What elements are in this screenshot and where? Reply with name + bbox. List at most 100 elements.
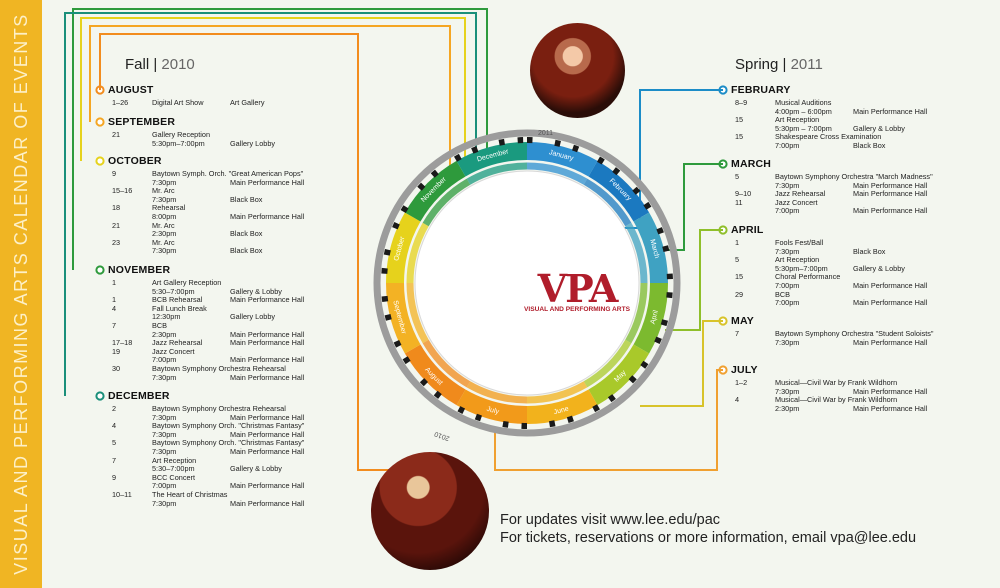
- event-title: 7:30pm: [152, 447, 177, 456]
- wheel-month-inner: [466, 381, 528, 404]
- event-title: Baytown Symphony Orchestra Rehearsal: [152, 404, 286, 413]
- wheel-month-inner: [583, 178, 632, 227]
- wheel-month-inner: [422, 178, 471, 227]
- event-date: 18: [112, 203, 121, 213]
- event-venue: Main Performance Hall: [230, 429, 305, 439]
- wheel-month-inner: [583, 339, 632, 388]
- event-venue: Main Performance Hall: [853, 281, 928, 290]
- month-heading-april: APRIL: [731, 224, 764, 236]
- fall-label: Fall: [125, 56, 150, 73]
- sidebar-banner: VISUAL AND PERFORMING ARTS CALENDAR OF E…: [0, 0, 42, 588]
- event-title: 7:30pm: [152, 429, 177, 439]
- event-title: 7:00pm: [775, 281, 800, 290]
- wheel-event-tick: [383, 249, 391, 256]
- month-heading-august: AUGUST: [108, 84, 154, 96]
- fall-year: 2010: [161, 56, 195, 73]
- event-venue: Main Performance Hall: [853, 180, 928, 190]
- event-date: 21: [112, 220, 121, 230]
- vpa-logo: VPA VISUAL AND PERFORMING ARTS: [518, 270, 636, 314]
- event-title: Art Reception: [775, 115, 820, 125]
- event-title: 7:30pm: [775, 337, 800, 347]
- event-title: Fall Lunch Break: [152, 303, 207, 313]
- event-title: Baytown Symphony Orchestra "Student Solo…: [775, 329, 934, 338]
- spring-label: Spring: [735, 56, 779, 73]
- event-title: 2:30pm: [152, 229, 177, 239]
- month-marker: [95, 265, 105, 275]
- month-heading-march: MARCH: [731, 158, 772, 170]
- event-title: BCB: [775, 289, 791, 299]
- event-date: 21: [112, 130, 121, 139]
- event-date: 30: [112, 364, 121, 373]
- wheel-month-segment: [404, 344, 466, 406]
- wheel-event-tick: [632, 186, 641, 195]
- event-title: Jazz Rehearsal: [775, 189, 826, 199]
- connector-line: [650, 163, 723, 251]
- conductor-photo: [530, 23, 625, 118]
- event-venue: Main Performance Hall: [230, 498, 305, 508]
- calendar-wheel: JanuaryFebruaryMarchAprilMayJuneJulyAugu…: [373, 129, 681, 442]
- wheel-month-segment: [456, 142, 528, 177]
- spring-season-heading: Spring | 2011: [735, 56, 823, 73]
- wheel-month-label: April: [650, 309, 661, 325]
- wheel-event-tick: [453, 153, 462, 162]
- fall-season-heading: Fall | 2010: [125, 56, 195, 73]
- event-venue: Main Performance Hall: [230, 372, 305, 382]
- event-venue: Main Performance Hall: [230, 177, 305, 187]
- tickets-info: For tickets, reservations or more inform…: [500, 530, 917, 546]
- event-title: 5:30pm – 7:00pm: [775, 123, 832, 133]
- wheel-month-inner: [526, 381, 588, 404]
- wheel-month-segment: [386, 212, 421, 284]
- wheel-month-inner: [526, 162, 588, 185]
- spring-year: 2011: [790, 56, 823, 73]
- event-title: Digital Art Show: [152, 98, 204, 107]
- event-title: 12:30pm: [152, 312, 181, 322]
- month-heading-september: SEPTEMBER: [108, 116, 176, 128]
- wheel-month-segment: [456, 389, 528, 424]
- wheel-event-tick: [607, 394, 616, 403]
- event-date: 1–26: [112, 98, 129, 107]
- event-title: 7:00pm: [775, 206, 800, 216]
- month-heading-july: JULY: [731, 364, 758, 376]
- wheel-event-tick: [549, 420, 556, 428]
- event-venue: Main Performance Hall: [230, 412, 305, 422]
- event-title: 5:30pm–7:00pm: [775, 263, 828, 273]
- event-title: Jazz Rehearsal: [152, 338, 203, 348]
- wheel-event-tick: [471, 146, 479, 154]
- event-date: 5: [735, 172, 740, 181]
- event-date: 23: [112, 237, 121, 247]
- event-title: 7:30pm: [775, 246, 800, 256]
- wheel-event-tick: [643, 201, 652, 210]
- wheel-month-inner: [466, 162, 528, 185]
- wheel-event-tick: [419, 378, 429, 387]
- event-date: 29: [735, 289, 744, 299]
- month-heading-october: OCTOBER: [108, 155, 162, 167]
- event-venue: Main Performance Hall: [853, 386, 928, 396]
- event-date: 7: [112, 321, 117, 330]
- event-title: 7:00pm: [152, 355, 177, 365]
- wheel-month-label: March: [648, 239, 660, 260]
- wheel-event-tick: [381, 295, 389, 303]
- wheel-event-tick: [566, 415, 574, 423]
- wheel-month-inner: [422, 339, 471, 388]
- event-title: Art Reception: [152, 455, 197, 465]
- event-title: 7:30pm: [152, 498, 177, 508]
- wheel-event-tick: [596, 156, 605, 165]
- wheel-event-tick: [400, 205, 409, 214]
- connector-line: [494, 369, 723, 471]
- wheel-month-segment: [633, 212, 668, 284]
- event-title: 2:30pm: [152, 329, 177, 339]
- event-venue: Gallery Lobby: [230, 138, 276, 148]
- event-title: 7:00pm: [775, 141, 800, 150]
- event-title: 5:30–7:00pm: [152, 464, 195, 474]
- event-date: 7: [735, 329, 740, 338]
- event-date: 15: [735, 132, 744, 142]
- event-venue: Gallery Lobby: [230, 312, 276, 322]
- event-date: 5: [735, 255, 740, 265]
- event-venue: Art Gallery: [230, 98, 265, 107]
- event-venue: Black Box: [230, 229, 263, 239]
- event-title: Baytown Symphony Orch. "Christmas Fantas…: [152, 421, 305, 431]
- event-venue: Main Performance Hall: [230, 447, 305, 456]
- event-title: 7:00pm: [775, 298, 800, 308]
- event-title: Fools Fest/Ball: [775, 238, 824, 247]
- wheel-month-inner: [406, 222, 429, 284]
